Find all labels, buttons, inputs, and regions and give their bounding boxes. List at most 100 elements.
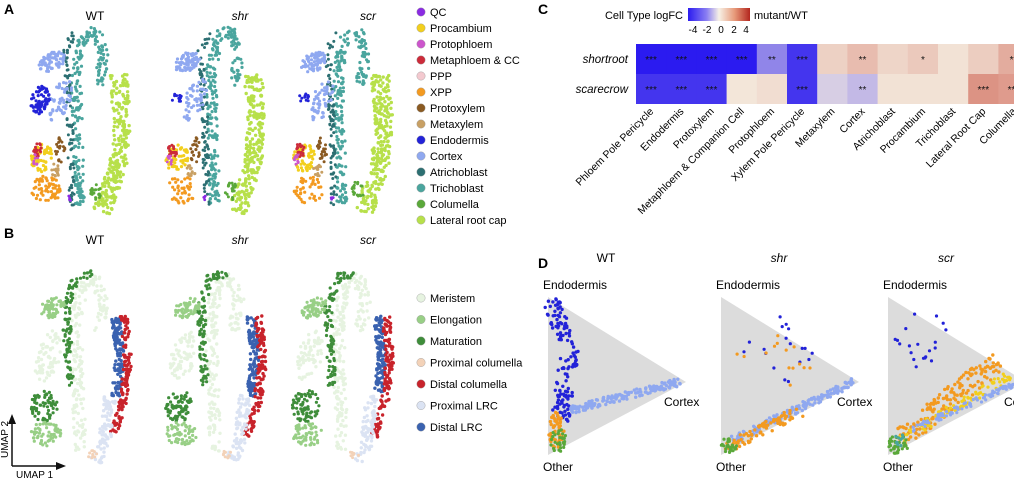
legend-b-swatch xyxy=(416,293,426,303)
heatmap-cell xyxy=(877,44,909,74)
legend-a-label: QC xyxy=(430,7,447,19)
legend-b-swatch xyxy=(416,358,426,367)
heatmap-cell xyxy=(998,74,1014,104)
legend-a-label: Endodermis xyxy=(430,135,489,147)
heatmap-cell xyxy=(877,74,909,104)
legend-b-swatch xyxy=(416,336,426,346)
legend-a-label: Protophloem xyxy=(430,39,492,51)
heatmap-cell xyxy=(636,74,667,104)
colorbar-title: Cell Type logFC xyxy=(605,10,683,22)
heatmap-significance: ** xyxy=(1010,55,1014,66)
panel-b-title-shr: shr xyxy=(232,233,250,247)
legend-a-label: Cortex xyxy=(430,151,463,163)
legend-a-label: XPP xyxy=(430,87,452,99)
heatmap-cell xyxy=(726,44,758,74)
heatmap-cell xyxy=(756,74,788,104)
legend-a-label: Metaxylem xyxy=(430,119,483,131)
colorbar-tick-0: 0 xyxy=(718,25,724,36)
heatmap-significance: *** xyxy=(977,85,989,96)
heatmap-cell xyxy=(938,74,969,104)
heatmap-significance: ** xyxy=(768,55,776,66)
panel-letter-d: D xyxy=(538,255,548,271)
colorbar-right-label: mutant/WT xyxy=(754,10,808,22)
panel-b-umaps xyxy=(29,269,395,465)
heatmap-cell xyxy=(696,44,728,74)
heatmap-cell xyxy=(938,44,969,74)
legend-b-label: Distal LRC xyxy=(430,422,483,434)
legend-b-swatch xyxy=(416,315,426,324)
heatmap-significance: *** xyxy=(675,55,687,66)
panel-a-umaps xyxy=(29,25,394,216)
heatmap-significance: *** xyxy=(675,85,687,96)
heatmap-cell xyxy=(817,74,848,104)
colorbar-tick-2: 2 xyxy=(731,25,737,36)
heatmap-significance: *** xyxy=(706,85,718,96)
heatmap-significance: *** xyxy=(1008,85,1014,96)
vertex-label-other: Other xyxy=(716,460,746,474)
heatmap-significance: *** xyxy=(796,85,808,96)
legend-a-swatch xyxy=(416,215,426,225)
legend-a-swatch xyxy=(416,55,426,65)
heatmap-cell xyxy=(847,74,879,104)
heatmap-cell xyxy=(968,44,999,74)
vertex-label-other: Other xyxy=(883,460,913,474)
panel-d: WT Endodermis Cortex Other shr Endodermis Cort… xyxy=(543,251,1014,474)
heatmap-cell xyxy=(756,44,788,74)
heatmap-row-label: shortroot xyxy=(583,54,629,66)
legend-a-label: Metaphloem & CC xyxy=(430,55,520,67)
umap-a-wt xyxy=(29,26,132,216)
legend-a-label: PPP xyxy=(430,71,452,83)
panel-a-title-wt: WT xyxy=(86,9,105,23)
legend-a-label: Procambium xyxy=(430,23,492,35)
heatmap-cell xyxy=(968,74,999,104)
ternary-title: scr xyxy=(938,251,955,265)
legend-a-swatch xyxy=(416,183,426,193)
umap-a-shr xyxy=(164,25,266,216)
legend-a-label: Trichoblast xyxy=(430,183,483,195)
ternary-background xyxy=(548,297,686,455)
legend-a-swatch xyxy=(416,103,426,113)
ternary-scr: scr Endodermis Cortex Other xyxy=(883,251,1014,474)
legend-b-swatch xyxy=(416,379,426,389)
panel-b-title-scr: scr xyxy=(360,233,377,247)
panel-b-title-wt: WT xyxy=(86,233,105,247)
legend-b-label: Elongation xyxy=(430,315,482,327)
heatmap-significance: *** xyxy=(645,85,657,96)
legend-a-swatch xyxy=(416,151,426,161)
legend-developmental-zones: Meristem Elongation Maturation Proximal col… xyxy=(416,293,523,434)
ternary-title: shr xyxy=(771,251,789,265)
heatmap-significance: ** xyxy=(859,55,867,66)
colorbar-tick-m2: -2 xyxy=(703,25,712,36)
legend-b-swatch xyxy=(416,401,426,410)
legend-a-swatch xyxy=(416,23,426,33)
legend-b-label: Proximal columella xyxy=(430,358,523,370)
vertex-label-endodermis: Endodermis xyxy=(543,278,607,292)
heatmap-cell xyxy=(817,44,848,74)
heatmap-cell xyxy=(666,74,697,104)
colorbar-tick-m4: -4 xyxy=(689,25,698,36)
heatmap-significance: *** xyxy=(796,55,808,66)
umap-b-scr xyxy=(290,271,395,464)
panel-c: Cell Type logFC mutant/WT -4 -2 0 2 4 **… xyxy=(573,8,1014,217)
vertex-label-endodermis: Endodermis xyxy=(716,278,780,292)
heatmap-cell xyxy=(907,74,939,104)
legend-cell-types: QC Procambium Protophloem Metaphloem & CC PP… xyxy=(416,7,520,227)
heatmap-cell xyxy=(907,44,939,74)
legend-a-swatch xyxy=(416,87,426,97)
umap-x-label: UMAP 1 xyxy=(16,470,53,481)
heatmap-significance: *** xyxy=(645,55,657,66)
heatmap-row-label: scarecrow xyxy=(576,84,629,96)
heatmap-cell xyxy=(787,74,818,104)
legend-a-swatch xyxy=(416,199,426,209)
heatmap: ****************************************… xyxy=(573,44,1014,217)
legend-a-swatch xyxy=(416,119,426,129)
legend-a-label: Protoxylem xyxy=(430,103,485,115)
ternary-background xyxy=(721,297,859,455)
umap-axes-indicator: UMAP 2 UMAP 1 xyxy=(0,414,66,481)
legend-b-label: Proximal LRC xyxy=(430,401,498,413)
heatmap-cell xyxy=(696,74,728,104)
legend-a-swatch xyxy=(416,71,426,81)
umap-y-label: UMAP 2 xyxy=(0,421,11,458)
umap-b-shr xyxy=(164,270,268,462)
ternary-background xyxy=(888,297,1014,455)
